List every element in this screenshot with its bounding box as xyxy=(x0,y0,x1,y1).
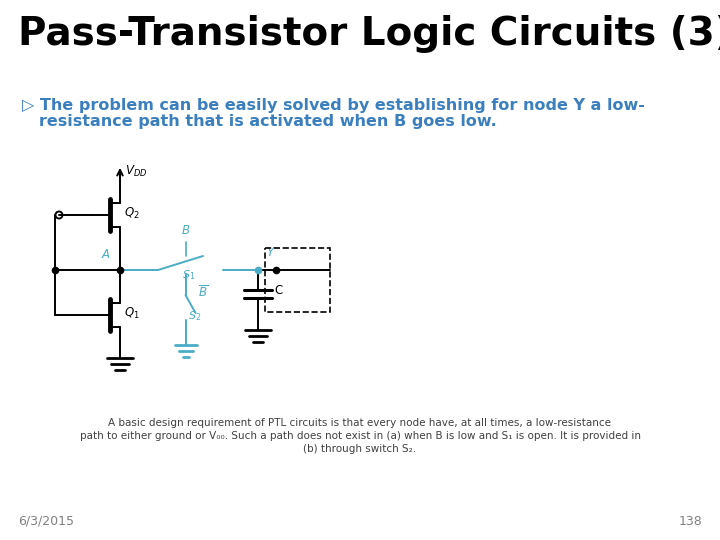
Text: 138: 138 xyxy=(678,515,702,528)
Text: $S_2$: $S_2$ xyxy=(187,309,201,323)
Text: A basic design requirement of PTL circuits is that every node have, at all times: A basic design requirement of PTL circui… xyxy=(109,418,611,428)
Text: $\overline{B}$: $\overline{B}$ xyxy=(197,285,207,300)
Bar xyxy=(265,248,330,312)
Text: $V_{DD}$: $V_{DD}$ xyxy=(125,164,148,179)
Text: resistance path that is activated when B goes low.: resistance path that is activated when B… xyxy=(22,114,497,129)
Text: path to either ground or V₀₀. Such a path does not exist in (a) when B is low an: path to either ground or V₀₀. Such a pat… xyxy=(79,431,641,441)
Text: Pass-Transistor Logic Circuits (3): Pass-Transistor Logic Circuits (3) xyxy=(18,15,720,53)
Text: C: C xyxy=(274,284,282,297)
Text: A: A xyxy=(102,248,110,261)
Text: B: B xyxy=(181,224,189,237)
Text: ▷ The problem can be easily solved by establishing for node Y a low-: ▷ The problem can be easily solved by es… xyxy=(22,98,645,113)
Text: $Q_2$: $Q_2$ xyxy=(124,205,140,220)
Text: $S_1$: $S_1$ xyxy=(181,268,195,282)
Text: (b) through switch S₂.: (b) through switch S₂. xyxy=(303,444,417,454)
Text: $Q_1$: $Q_1$ xyxy=(124,306,140,321)
Text: 6/3/2015: 6/3/2015 xyxy=(18,515,74,528)
Text: Y: Y xyxy=(266,246,273,259)
